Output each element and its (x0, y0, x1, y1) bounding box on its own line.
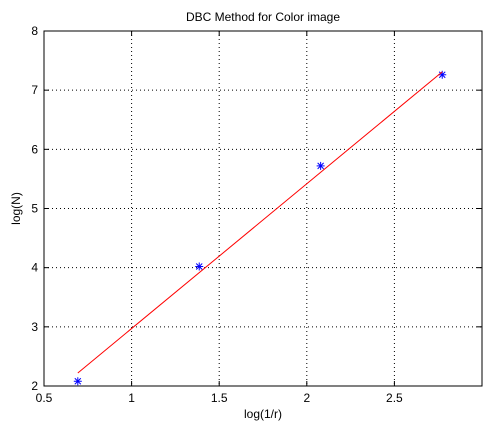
x-tick-label: 2.5 (386, 391, 403, 405)
data-point (73, 377, 82, 386)
marker-stroke-d2 (317, 162, 324, 170)
y-tick-label: 8 (31, 24, 38, 38)
chart-title: DBC Method for Color image (186, 10, 340, 24)
x-tick-label: 2 (303, 391, 310, 405)
tick-layer: 0.5 1 1.5 2 2.5 2 3 4 5 6 7 8 (31, 24, 482, 405)
y-tick-label: 3 (31, 320, 38, 334)
y-tick-label: 7 (31, 83, 38, 97)
y-tick-label: 4 (31, 261, 38, 275)
y-tick-label: 2 (31, 379, 38, 393)
x-axis-label: log(1/r) (244, 407, 282, 421)
y-axis-label: log(N) (9, 192, 23, 225)
y-tick-label: 6 (31, 142, 38, 156)
x-tick-label: 0.5 (36, 391, 53, 405)
x-tick-label: 1 (128, 391, 135, 405)
fit-line (77, 71, 443, 374)
marker-stroke-d2 (74, 377, 82, 385)
plot-layer (73, 70, 447, 386)
data-point (316, 161, 325, 170)
marker-stroke-d2 (438, 71, 446, 79)
y-tick-label: 5 (31, 202, 38, 216)
x-tick-label: 1.5 (211, 391, 228, 405)
data-point (195, 262, 204, 271)
marker-stroke-d2 (195, 263, 203, 270)
